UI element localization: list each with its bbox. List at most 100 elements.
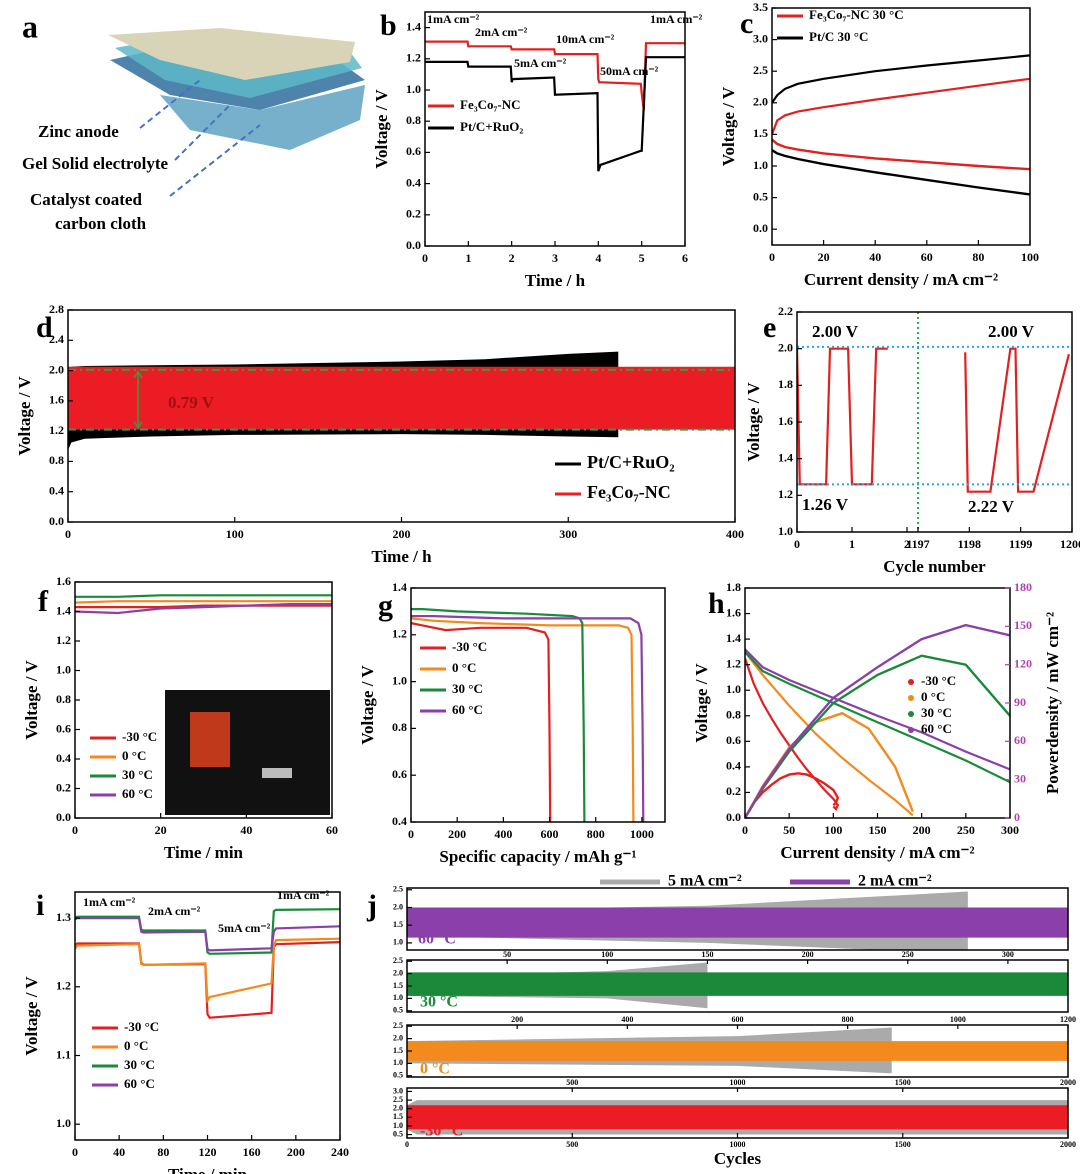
y-tick-label: 1.1 [56,1047,71,1061]
x-tick-label: 500 [566,1078,578,1087]
y-tick-label: 0.6 [406,144,421,158]
y-tick-label: 0.8 [56,692,71,706]
y-tick-label: 1.0 [393,1121,403,1130]
x-tick-label: 200 [913,823,931,837]
y-tick-label: 0.6 [392,767,407,781]
annotation: 2mA cm⁻² [148,904,201,918]
temperature-label: 60 °C [418,931,456,948]
legend-label: 5 mA cm⁻² [668,873,742,890]
y-tick-label: 0.8 [49,453,64,467]
y-tick-label: 2.5 [393,1021,403,1030]
x-tick-label: 2 [904,537,910,551]
panel-label: i [36,889,44,922]
temperature-label: 30 °C [420,994,458,1011]
y-tick-label: 1.4 [778,450,793,464]
x-tick-label: 1 [849,537,855,551]
x-tick-label: 400 [726,527,744,541]
carbon-cloth-sheet [160,85,365,150]
y-tick-label: 1.8 [726,580,741,594]
x-tick-label: 2000 [1060,1140,1076,1149]
inset-multimeter [190,712,230,767]
annotation: 0.79 V [168,393,215,412]
x-tick-label: 80 [157,1145,169,1159]
y-tick-label: 2.0 [778,340,793,354]
x-axis-label: Cycles [714,1149,762,1168]
plot-area [772,54,1030,196]
x-tick-label: 300 [559,527,577,541]
legend-label: 60 °C [124,1076,155,1091]
x-tick-label: 300 [1002,950,1014,959]
y-tick-label: 1.8 [778,377,793,391]
pointer [139,79,201,129]
voltage-line [772,54,1030,104]
power-line [745,711,914,818]
voltage-line [75,604,332,609]
x-tick-label: 200 [448,827,466,841]
y-tick-label: 0.5 [393,1006,403,1015]
y-tick-label: 2.5 [393,885,403,894]
y-tick-label: 3.5 [753,0,768,14]
diagram-label: Catalyst coated [30,190,142,209]
y-tick-label: 1.0 [392,673,407,687]
temperature-label: -30 °C [420,1123,463,1140]
x-tick-label: 4 [595,251,601,265]
voltage-line [75,917,340,952]
legend-label: 0 °C [124,1038,148,1053]
panel-label: j [366,889,377,922]
y-tick-label: 0.0 [726,810,741,824]
x-tick-label: 1200 [1060,537,1080,551]
plot-area [407,1100,1068,1135]
voltage-line [411,622,552,822]
voltage-line [797,347,1070,493]
x-tick-label: 400 [494,827,512,841]
x-tick-label: 1 [465,251,471,265]
legend-label: 60 °C [452,702,483,717]
y-tick-label: 0.0 [406,238,421,252]
plot-area [407,891,1068,950]
panel-label: a [22,8,38,44]
x-tick-label: 800 [842,1015,854,1024]
voltage-line [75,594,332,598]
legend-label: -30 °C [124,1019,159,1034]
legend-label: 0 °C [452,660,476,675]
annotation: 1.26 V [802,495,849,514]
plot-area [745,623,1010,818]
x-tick-label: 500 [566,1140,578,1149]
inset-photo [165,690,330,815]
x-tick-label: 0 [742,823,748,837]
panel-label: f [38,585,49,618]
x-tick-label: 1000 [950,1015,966,1024]
legend-label: 2 mA cm⁻² [858,873,932,890]
x-axis-label: Current density / mA cm⁻² [780,843,974,862]
y-tick-label: 0.5 [753,189,768,203]
y-tick-label: 1.6 [726,605,741,619]
inset-battery [262,768,292,778]
voltage-line [75,600,332,604]
voltage-band [407,1041,1068,1061]
y-tick-label: 2.5 [753,63,768,77]
x-tick-label: 40 [869,250,881,264]
y-tick-label: 1.0 [393,1058,403,1067]
x-tick-label: 1197 [906,537,929,551]
y-tick-label: 3.0 [753,31,768,45]
y-tick-label: 0.0 [49,514,64,528]
y-axis-label: Voltage / V [358,665,377,745]
y-tick-label: 0.4 [56,751,71,765]
voltage-line [75,937,340,1004]
y2-tick-label: 0 [1014,810,1020,824]
legend-marker [908,695,914,701]
y-tick-label: 1.4 [726,631,741,645]
y-tick-label: 2.0 [753,95,768,109]
y-tick-label: 0.0 [753,221,768,235]
y-tick-label: 1.5 [753,126,768,140]
legend-label: 30 °C [122,767,153,782]
y-tick-label: 1.4 [392,580,407,594]
voltage-band [68,366,735,430]
panel-label: c [740,7,753,40]
power-line [745,623,1010,818]
legend-marker [908,679,914,685]
x-tick-label: 5 [639,251,645,265]
voltage-line [745,651,1010,784]
x-tick-label: 1198 [958,537,981,551]
